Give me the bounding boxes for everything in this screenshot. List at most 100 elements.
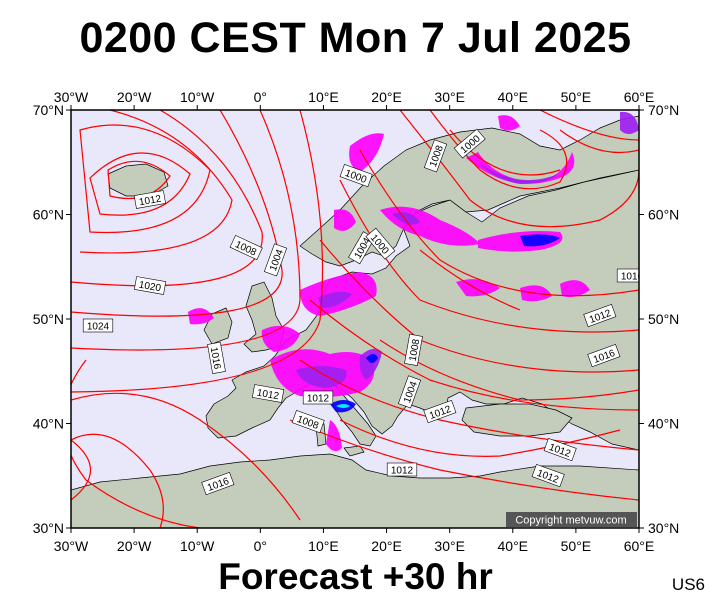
- isobar-6: [71, 110, 301, 351]
- isobar-label-box: [263, 243, 288, 277]
- forecast-label: Forecast +30 hr: [218, 556, 493, 597]
- lon-label-top: 10°W: [180, 89, 215, 105]
- lon-label-top: 60°E: [624, 89, 655, 105]
- lon-label-bottom: 10°W: [180, 538, 215, 554]
- model-code: US6: [671, 575, 705, 594]
- isobar-15: [339, 179, 639, 333]
- isobar-label: 1012: [252, 384, 285, 403]
- isobar-label-box: [397, 375, 422, 409]
- isobar-1: [89, 152, 191, 216]
- isobar-label-box: [82, 318, 114, 333]
- isobar-label: 1016: [616, 268, 644, 283]
- copyright-box: Copyright metvuw.com: [506, 512, 637, 527]
- isobar-0: [107, 160, 171, 200]
- isobar-label-box: [386, 462, 418, 477]
- lon-label-top: 50°E: [561, 89, 592, 105]
- lat-label-right: 30°N: [648, 520, 679, 536]
- isobar-label-box: [339, 163, 373, 188]
- isobar-label-box: [291, 409, 325, 434]
- isobar-5: [71, 110, 283, 317]
- lat-label-left: 40°N: [33, 416, 64, 432]
- isobar-label-box: [133, 190, 166, 209]
- precip-austria-core: [366, 354, 378, 363]
- isobar-label-text: 1016: [621, 272, 644, 283]
- isobar-18: [299, 359, 639, 451]
- precip-baltic-core: [318, 291, 352, 308]
- precip-norway-coast: [349, 133, 384, 172]
- isobar-23: [559, 129, 639, 153]
- isobar-label-box: [229, 235, 263, 261]
- lat-label-left: 30°N: [33, 520, 64, 536]
- copyright-text: Copyright metvuw.com: [515, 515, 626, 527]
- isobar-label: 1012: [133, 190, 166, 209]
- scandinavia: [299, 115, 639, 267]
- map-title: 0200 CEST Mon 7 Jul 2025: [79, 14, 632, 62]
- iceland: [107, 163, 169, 197]
- isobar-label-box: [543, 437, 577, 462]
- lon-label-bottom: 60°E: [624, 538, 655, 554]
- precip-norway-south: [334, 209, 356, 231]
- lon-label-bottom: 30°E: [434, 538, 465, 554]
- isobar-7: [71, 110, 324, 393]
- isobar-8: [71, 392, 301, 521]
- isobar-label-box: [531, 463, 565, 488]
- precip-alps-extreme: [336, 404, 350, 408]
- isobar-label-box: [365, 227, 396, 260]
- isobar-label-text: 1016: [208, 346, 223, 370]
- isobar-label-box: [404, 333, 423, 366]
- isobar-label-box: [134, 276, 167, 295]
- turkey: [461, 403, 573, 437]
- lon-label-bottom: 20°W: [117, 538, 152, 554]
- isobar-lines: [71, 110, 639, 528]
- isobar-10: [71, 433, 164, 528]
- isobar-label-box: [583, 303, 617, 328]
- isobar-4: [71, 110, 263, 287]
- isobar-3: [79, 110, 233, 254]
- precip-iberia: [326, 420, 342, 452]
- isobar-14: [359, 149, 639, 297]
- lat-label-right: 40°N: [648, 416, 679, 432]
- isobar-label: 1024: [82, 318, 114, 333]
- isobar-9: [71, 359, 201, 528]
- isobar-25: [71, 439, 92, 501]
- lat-label-right: 60°N: [648, 207, 679, 223]
- lon-label-bottom: 30°W: [54, 538, 89, 554]
- isobar-label: 1012: [386, 462, 418, 477]
- lon-label-top: 30°W: [54, 89, 89, 105]
- isobar-label-box: [453, 128, 486, 159]
- isobar-22: [419, 249, 521, 311]
- lon-label-top: 40°E: [498, 89, 529, 105]
- isobar-label: 1020: [134, 276, 167, 295]
- lat-label-left: 50°N: [33, 311, 64, 327]
- isobar-label-box: [423, 139, 448, 173]
- isobar-label-text: 1012: [138, 194, 162, 209]
- isobar-20: [339, 419, 621, 457]
- precip-germany-mid: [296, 366, 347, 388]
- isobar-label-box: [252, 384, 285, 403]
- isobar-16: [319, 239, 639, 373]
- isobar-label-box: [616, 268, 639, 283]
- isobar-label-text: 1012: [391, 466, 414, 477]
- isobar-19: [289, 419, 639, 501]
- isobar-label: 1008: [404, 333, 423, 366]
- precip-russia-east-core: [520, 234, 560, 247]
- lat-label-left: 60°N: [33, 207, 64, 223]
- isobar-label: 1016: [207, 341, 226, 374]
- isobar-label: 1012: [302, 390, 334, 405]
- lon-label-top: 20°W: [117, 89, 152, 105]
- isobar-label-text: 1012: [307, 394, 330, 405]
- lat-label-right: 70°N: [648, 102, 679, 118]
- precip-moscow-core: [480, 164, 558, 184]
- isobar-label-text: 1012: [256, 388, 280, 403]
- precip-uk: [188, 308, 214, 325]
- precip-far-ne: [620, 111, 639, 134]
- sicily: [343, 445, 365, 457]
- lon-label-bottom: 0°: [254, 538, 267, 554]
- isobar-label: 1012: [531, 463, 565, 488]
- lon-label-bottom: 20°E: [371, 538, 402, 554]
- axis-ticks: 30°W 30°W 20°W 20°W 10°W 10°W 0° 0° 10°E 10°E 20°E…: [33, 89, 680, 554]
- lon-label-bottom: 40°E: [498, 538, 529, 554]
- isobar-label-text: 1020: [138, 280, 162, 295]
- isobar-label-box: [587, 343, 621, 368]
- lon-label-bottom: 50°E: [561, 538, 592, 554]
